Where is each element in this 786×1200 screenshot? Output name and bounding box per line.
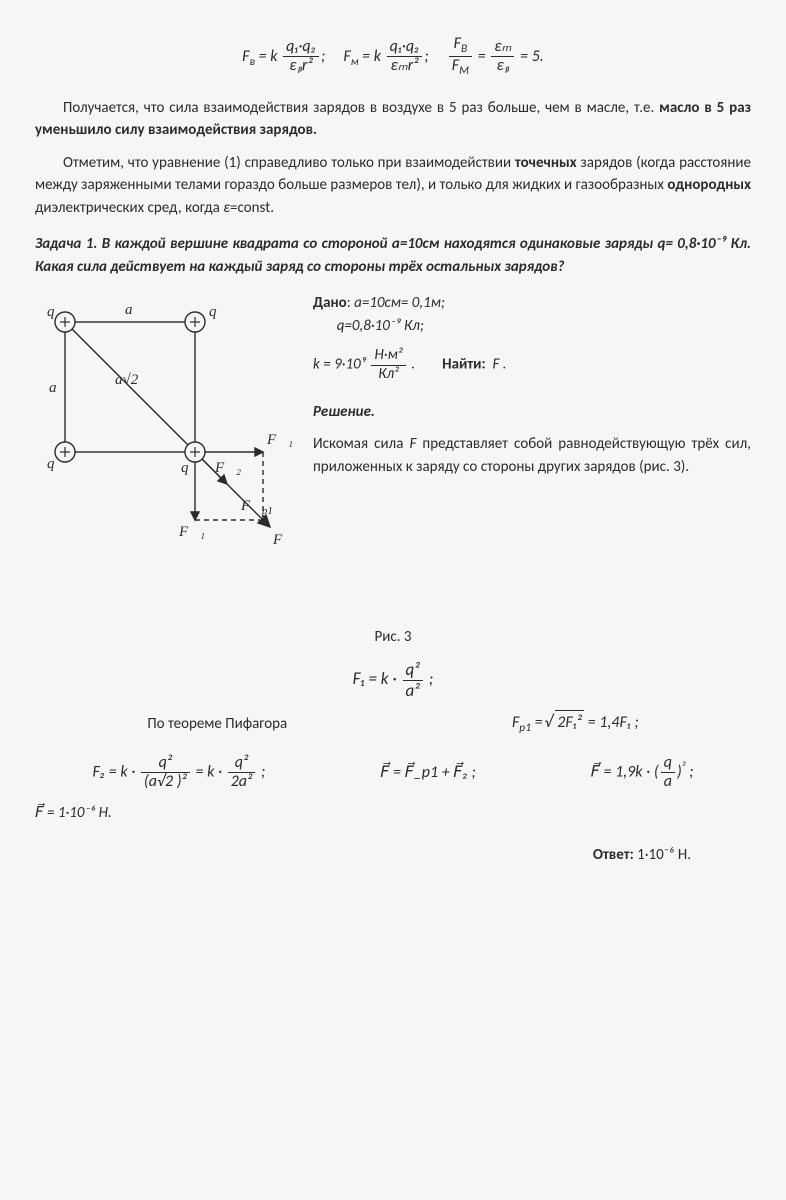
answer: Ответ: 1·10⁻⁶ Н. <box>35 844 751 867</box>
formula-fv: Fв = k q₁·q₂εᵦr²; <box>242 47 329 66</box>
svg-text:F⃗₂: F⃗₂ <box>214 460 241 476</box>
formula-fm: Fм = k q₁·q₂εₘr²; <box>343 47 432 66</box>
svg-text:a: a <box>49 380 57 396</box>
solution-text: Искомая сила F представляет собой равнод… <box>313 433 751 478</box>
svg-text:F⃗: F⃗ <box>272 532 294 548</box>
svg-text:q: q <box>209 304 217 320</box>
eq-fvalue: F⃗ = 1·10⁻⁶ Н. <box>35 802 751 825</box>
eq-fp1: Fp1 = 2F₁² = 1,4F₁ ; <box>512 710 639 737</box>
eq-f2: F₂ = k · q²(a√2 )² = k · q²2a² ; <box>92 754 265 792</box>
top-formulas: Fв = k q₁·q₂εᵦr²; Fм = k q₁·q₂εₘr²; FВFМ… <box>35 35 751 79</box>
eq-f1: F₁ = k · q²a² ; <box>35 660 751 700</box>
eq-fp1-row: По теореме Пифагора Fp1 = 2F₁² = 1,4F₁ ; <box>35 710 751 737</box>
given-block: Дано: a=10см= 0,1м; q=0,8·10⁻⁹ Кл; <box>313 292 751 337</box>
paragraph-2: Отметим, что уравнение (1) справедливо т… <box>35 152 751 220</box>
svg-text:q: q <box>181 460 189 476</box>
formula-ratio: FВFМ = εₘεᵦ = 5. <box>447 47 544 66</box>
problem-statement: Задача 1. В каждой вершине квадрата со с… <box>35 233 751 278</box>
eq-fsum: F⃗ = F⃗_p1 + F⃗₂ ; <box>380 761 476 785</box>
svg-text:a: a <box>125 302 133 318</box>
solution-block: qq qq aa a√2 F⃗₁ F⃗₁ F⃗₂ F⃗p1 F⃗ Дано: a… <box>35 292 751 620</box>
svg-text:a√2: a√2 <box>115 372 139 388</box>
paragraph-1: Получается, что сила взаимодействия заря… <box>35 97 751 142</box>
eq-f2-row: F₂ = k · q²(a√2 )² = k · q²2a² ; F⃗ = F⃗… <box>35 754 751 792</box>
pythagoras-label: По теореме Пифагора <box>147 713 287 736</box>
given-k: k = 9·10⁹ Н·м²Кл² . Найти: F . <box>313 347 751 383</box>
svg-text:F⃗₁: F⃗₁ <box>266 432 293 448</box>
figure-3: qq qq aa a√2 F⃗₁ F⃗₁ F⃗₂ F⃗p1 F⃗ <box>35 292 295 620</box>
solution-heading: Решение. <box>313 401 751 424</box>
eq-ffinal: F⃗ = 1,9k · (qa)² ; <box>591 754 694 792</box>
svg-text:q: q <box>47 304 55 320</box>
figure-caption: Рис. 3 <box>35 626 751 649</box>
svg-text:F⃗₁: F⃗₁ <box>178 524 205 540</box>
svg-text:q: q <box>47 456 55 472</box>
